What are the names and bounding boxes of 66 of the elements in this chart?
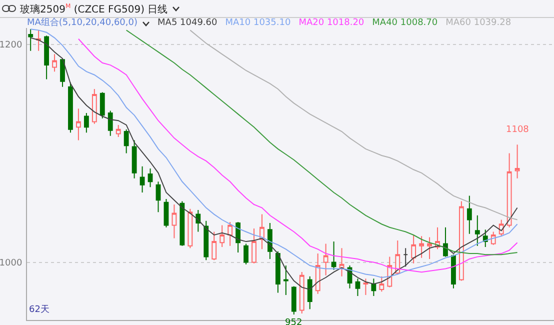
candlestick: [379, 276, 384, 292]
candlestick: [427, 236, 432, 260]
candlestick: [228, 221, 233, 246]
chart-subtitle: MA组合(5,10,20,40,60,0): [27, 18, 138, 29]
candlestick: [68, 82, 73, 134]
candlestick: [514, 144, 520, 179]
candlestick: [275, 250, 280, 294]
candlestick: [355, 278, 360, 297]
candlestick: [100, 92, 105, 119]
candlestick: [220, 224, 225, 248]
candlestick: [76, 108, 81, 141]
candlestick: [474, 214, 480, 246]
candlestick: [490, 231, 496, 246]
text: MA60 1039.28: [446, 18, 512, 29]
candlestick: [315, 253, 320, 294]
candlestick: [212, 231, 217, 261]
candlestick: [116, 124, 121, 138]
candlestick: [363, 278, 368, 296]
candlestick: [188, 208, 193, 249]
candlestick: [132, 140, 137, 179]
candlestick: [291, 286, 296, 316]
text: MA20 1018.20: [298, 18, 364, 29]
candlestick: [52, 54, 57, 72]
text: MA10 1035.10: [225, 18, 291, 29]
candlestick: [268, 222, 272, 260]
candlestick: [299, 272, 304, 314]
candlestick: [84, 112, 89, 134]
annotation: 1108: [506, 125, 530, 135]
text: MA40 1008.70: [372, 18, 438, 29]
candlestick: [403, 248, 408, 268]
candlestick: [458, 200, 464, 282]
candlestick: [92, 88, 97, 124]
chart-title: 玻璃2509$^{M}$ (CZCE FG509) 日线: [20, 2, 168, 18]
candlestick: [60, 58, 65, 88]
candlestick: [148, 168, 153, 188]
candlestick: [44, 35, 49, 80]
candlestick: [164, 198, 169, 228]
candlestick: [180, 200, 185, 246]
annotation: 952: [285, 318, 302, 325]
candlestick: [28, 28, 34, 52]
candlestick: [419, 236, 424, 258]
candlestick: [506, 152, 512, 228]
y-tick-label: 1000: [0, 258, 22, 268]
y-tick-label: 1200: [0, 40, 22, 50]
candlestick: [204, 220, 209, 261]
candlestick: [451, 255, 456, 289]
candlestick: [140, 166, 145, 194]
candlestick: [307, 276, 312, 310]
candlestick: [108, 110, 113, 136]
candlestick: [236, 221, 240, 253]
legend-label: MA5 1049.60: [158, 18, 218, 29]
candlestick: [172, 204, 177, 239]
candlestick: [466, 195, 472, 234]
candlestick: [371, 278, 376, 297]
candlestick: [36, 30, 42, 52]
candlestick: [323, 243, 328, 276]
candlestick: [331, 241, 336, 270]
candlestick: [411, 234, 416, 264]
candlestick: [124, 128, 129, 154]
annotation: 62天: [29, 304, 50, 315]
candlestick: [244, 243, 248, 265]
candlestick: [395, 240, 400, 275]
candlestick: [252, 228, 256, 264]
candlestick: [339, 248, 344, 277]
candlestick: [156, 181, 161, 213]
candlestick: [283, 265, 288, 296]
